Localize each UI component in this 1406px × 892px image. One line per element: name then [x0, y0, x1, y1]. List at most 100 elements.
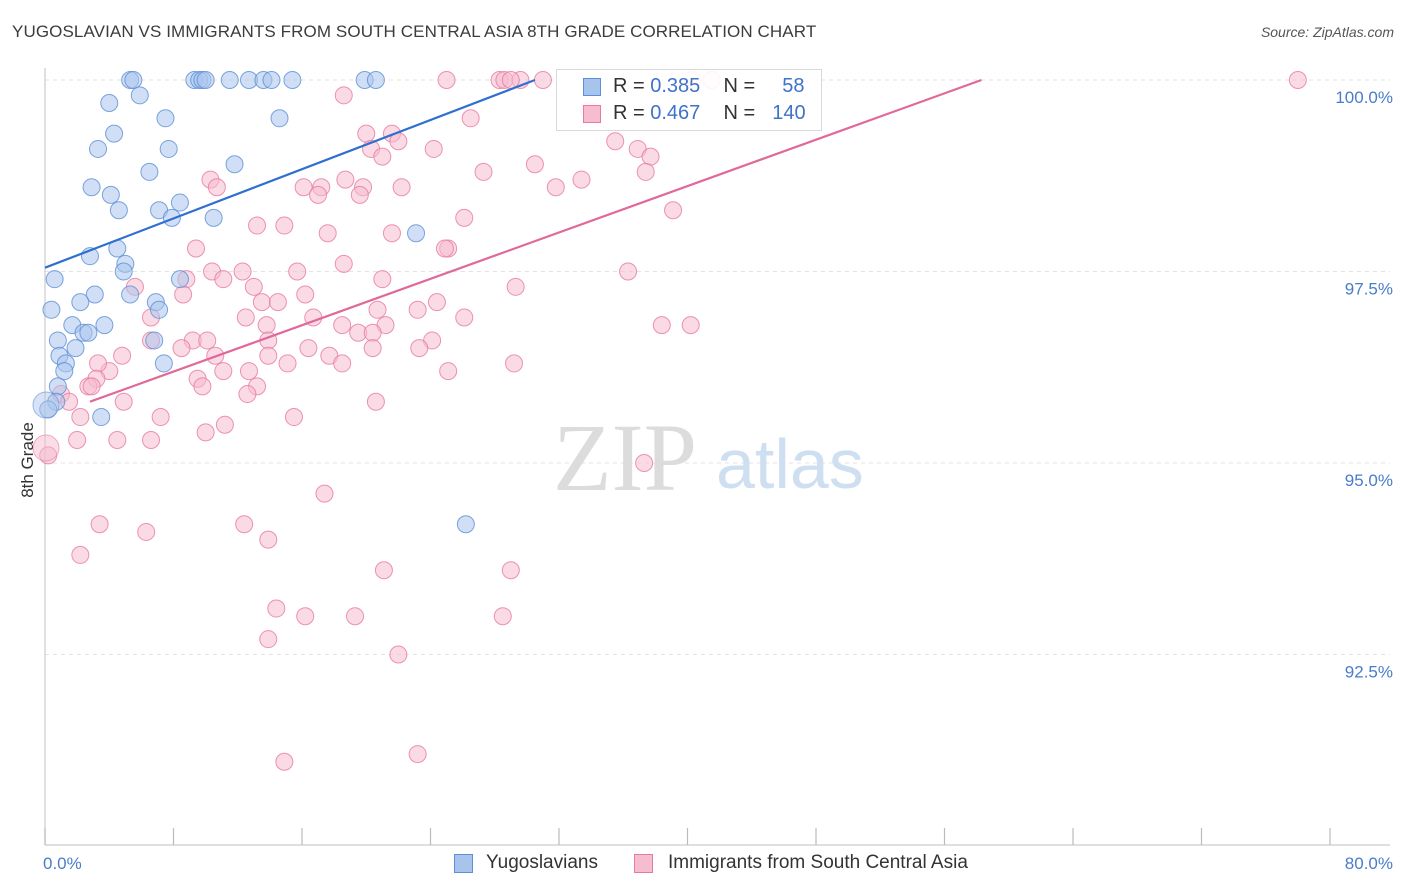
pink-point	[309, 185, 328, 204]
legend-n-label: N =	[723, 75, 756, 97]
blue-point	[42, 300, 61, 319]
blue-point	[204, 208, 223, 227]
pink-point	[284, 408, 303, 427]
blue-point	[79, 323, 98, 342]
blue-point	[95, 316, 114, 335]
blue-point	[89, 139, 108, 158]
pink-point	[505, 354, 524, 373]
legend-r-label: R =	[613, 102, 645, 124]
blue-point	[48, 331, 67, 350]
chart-source: Source: ZipAtlas.com	[1260, 24, 1394, 40]
blue-point	[145, 331, 164, 350]
pink-trend-line	[89, 78, 982, 403]
pink-point	[275, 752, 294, 771]
pink-point	[236, 308, 255, 327]
legend-label-immigrants: Immigrants from South Central Asia	[668, 852, 968, 873]
watermark-atlas: atlas	[716, 425, 864, 503]
pink-point	[196, 423, 215, 442]
pink-point	[108, 431, 127, 450]
axis-labels: 100.0% 97.5% 95.0% 92.5% 0.0% 80.0% 8th Grade	[18, 88, 1393, 873]
pink-point	[641, 147, 660, 166]
blue-point	[156, 109, 175, 128]
blue-point	[121, 285, 140, 304]
chart-title: YUGOSLAVIAN VS IMMIGRANTS FROM SOUTH CEN…	[12, 22, 817, 41]
blue-point	[92, 408, 111, 427]
pink-point	[501, 561, 520, 580]
pink-point	[333, 316, 352, 335]
pink-point	[408, 745, 427, 764]
legend-label-yugoslavians: Yugoslavians	[486, 852, 598, 873]
pink-point	[68, 431, 87, 450]
pink-point	[455, 208, 474, 227]
pink-point	[373, 147, 392, 166]
pink-point	[506, 277, 525, 296]
blue-point	[71, 293, 90, 312]
pink-point	[315, 484, 334, 503]
y-tick-label: 100.0%	[1335, 88, 1393, 107]
pink-point	[525, 155, 544, 174]
pink-point	[1288, 71, 1307, 89]
blue-swatch	[454, 854, 473, 873]
blue-point	[154, 354, 173, 373]
pink-point	[299, 339, 318, 358]
pink-point	[214, 270, 233, 289]
pink-point	[288, 262, 307, 281]
trend-lines	[44, 78, 982, 403]
blue-point	[270, 109, 289, 128]
blue-point	[170, 270, 189, 289]
pink-point	[533, 71, 552, 89]
pink-point	[652, 316, 671, 335]
pink-point	[172, 339, 191, 358]
pink-point	[296, 285, 315, 304]
pink-point	[368, 300, 387, 319]
blue-point	[114, 262, 133, 281]
blue-point	[162, 208, 181, 227]
blue-point	[150, 300, 169, 319]
pink-point	[268, 293, 287, 312]
blue-point	[220, 71, 239, 89]
pink-point	[427, 293, 446, 312]
y-tick-label: 97.5%	[1345, 280, 1393, 299]
pink-point	[214, 362, 233, 381]
blue-point	[101, 185, 120, 204]
pink-point	[296, 607, 315, 626]
pink-point	[410, 339, 429, 358]
pink-point	[636, 162, 655, 181]
blue-swatch	[583, 78, 601, 96]
pink-point	[681, 316, 700, 335]
pink-point	[259, 346, 278, 365]
legend-n-value-pink: 140	[772, 102, 806, 124]
blue-point	[109, 201, 128, 220]
blue-point	[262, 71, 281, 89]
watermark-zip: ZIP	[553, 404, 697, 511]
pink-point	[664, 201, 683, 220]
blue-trend-line	[44, 78, 536, 269]
pink-point	[267, 599, 286, 618]
legend-n-value-blue: 58	[782, 75, 805, 97]
blue-point	[225, 155, 244, 174]
pink-point	[366, 392, 385, 411]
blue-point	[105, 124, 124, 143]
pink-point	[318, 224, 337, 243]
pink-point	[424, 139, 443, 158]
pink-point	[382, 224, 401, 243]
pink-point	[207, 178, 226, 197]
blue-point	[100, 93, 119, 112]
x-tick-label: 0.0%	[43, 854, 82, 873]
blue-point	[196, 71, 215, 89]
blue-point	[124, 71, 143, 89]
pink-point	[186, 239, 205, 258]
blue-point	[48, 377, 67, 396]
pink-point	[257, 316, 276, 335]
blue-point	[45, 270, 64, 289]
pink-point	[437, 71, 456, 89]
pink-point	[142, 431, 161, 450]
pink-point	[408, 300, 427, 319]
pink-point	[294, 178, 313, 197]
pink-point	[363, 339, 382, 358]
pink-point	[90, 515, 109, 534]
pink-point	[235, 515, 254, 534]
pink-point	[89, 354, 108, 373]
blue-point	[456, 515, 475, 534]
